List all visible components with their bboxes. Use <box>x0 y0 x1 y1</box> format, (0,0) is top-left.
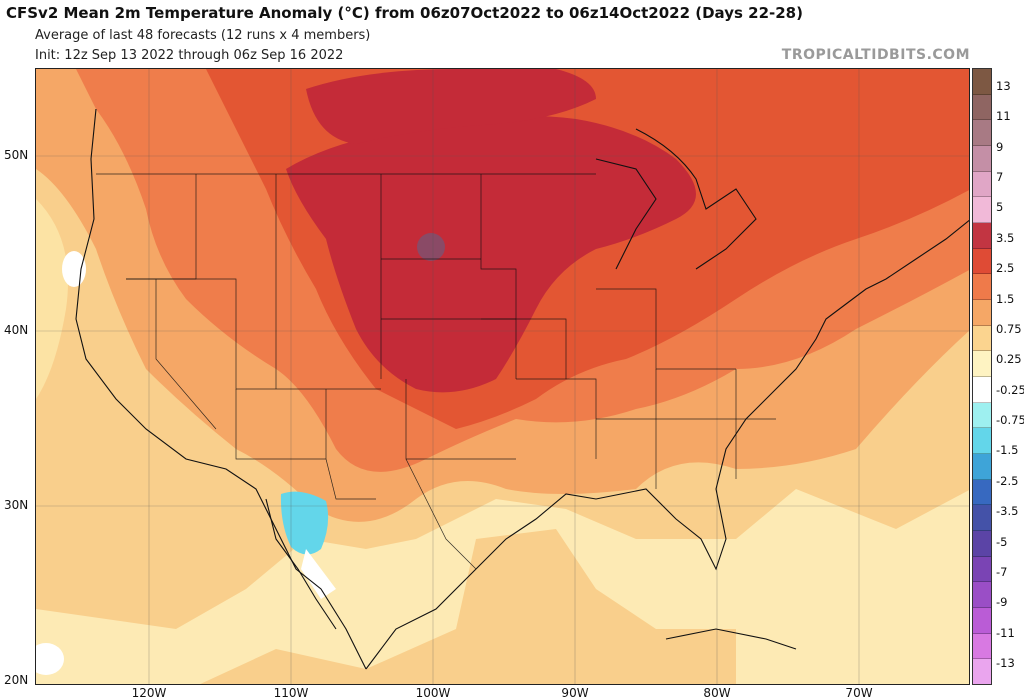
colorbar-swatch <box>973 94 991 121</box>
lat-label-40n: 40N <box>4 323 29 337</box>
colorbar-swatch <box>973 325 991 352</box>
lat-label-20n: 20N <box>4 673 29 687</box>
colorbar-tick-label: 7 <box>996 170 1004 185</box>
colorbar-tick-label: -11 <box>996 625 1015 640</box>
site-credit: TROPICALTIDBITS.COM <box>781 47 970 63</box>
colorbar-tick-label: -7 <box>996 564 1008 579</box>
colorbar-swatch <box>973 454 991 480</box>
strong-warm-core <box>286 115 696 393</box>
colorbar-swatch <box>973 479 991 506</box>
colorbar-tick-label: -0.75 <box>996 413 1024 428</box>
colorbar-tick-label: -1.5 <box>996 443 1019 458</box>
colorbar-swatch <box>973 402 991 429</box>
lat-label-50n: 50N <box>4 148 29 162</box>
colorbar-swatch <box>973 197 991 224</box>
near-zero-pacific <box>36 643 64 675</box>
strong-warm-canada <box>306 69 596 144</box>
colorbar-tick-label: 0.75 <box>996 321 1022 336</box>
colorbar-tick-label: 2.5 <box>996 261 1015 276</box>
init-time: Init: 12z Sep 13 2022 through 06z Sep 16… <box>35 48 344 63</box>
graticule <box>36 69 969 684</box>
colorbar-tick-label: -3.5 <box>996 504 1019 519</box>
lon-label-100w: 100W <box>415 686 451 700</box>
colorbar-swatch <box>973 582 991 609</box>
colorbar-tick-label: -13 <box>996 656 1015 670</box>
colorbar <box>972 68 992 685</box>
colorbar-tick-label: 11 <box>996 109 1011 124</box>
colorbar-swatch <box>973 556 991 583</box>
colorbar-swatch <box>973 120 991 147</box>
colorbar-swatch <box>973 377 991 403</box>
colorbar-swatch <box>973 69 991 95</box>
colorbar-swatch <box>973 171 991 198</box>
colorbar-swatch <box>973 351 991 378</box>
lon-label-90w: 90W <box>561 686 589 700</box>
map-subtitle: Average of last 48 forecasts (12 runs x … <box>35 28 371 43</box>
colorbar-swatch <box>973 223 991 249</box>
peak-anomaly-south-dakota <box>417 233 445 261</box>
near-normal-south <box>36 489 969 684</box>
colorbar-tick-label: -9 <box>996 595 1008 610</box>
map-canvas <box>36 69 969 684</box>
lon-label-120w: 120W <box>131 686 167 700</box>
colorbar-swatch <box>973 248 991 275</box>
colorbar-tick-label: 0.25 <box>996 352 1022 367</box>
cool-anomaly-sonora <box>280 491 329 555</box>
coastlines <box>75 108 969 670</box>
colorbar-tick-label: 13 <box>996 79 1011 93</box>
lon-label-80w: 80W <box>703 686 731 700</box>
lon-label-110w: 110W <box>273 686 309 700</box>
colorbar-swatch <box>973 659 991 685</box>
colorbar-tick-label: 9 <box>996 139 1004 154</box>
colorbar-tick-label: 5 <box>996 200 1004 215</box>
lon-label-70w: 70W <box>845 686 873 700</box>
colorbar-swatch <box>973 300 991 326</box>
lat-label-30n: 30N <box>4 498 29 512</box>
near-zero-oregon-coast <box>62 251 86 287</box>
state-borders <box>96 173 776 570</box>
anomaly-map <box>35 68 970 685</box>
map-title: CFSv2 Mean 2m Temperature Anomaly (°C) f… <box>6 4 803 22</box>
colorbar-swatch <box>973 531 991 557</box>
colorbar-tick-label: 3.5 <box>996 230 1015 245</box>
colorbar-swatch <box>973 428 991 455</box>
colorbar-swatch <box>973 633 991 660</box>
colorbar-swatch <box>973 274 991 301</box>
near-zero-sonora <box>301 549 336 599</box>
colorbar-tick-label: -0.25 <box>996 382 1024 397</box>
colorbar-swatch <box>973 608 991 634</box>
colorbar-tick-label: 1.5 <box>996 291 1015 306</box>
pacific-coast-mild <box>36 199 68 399</box>
colorbar-tick-label: -2.5 <box>996 473 1019 488</box>
colorbar-swatch <box>973 505 991 532</box>
colorbar-tick-label: -5 <box>996 534 1008 549</box>
colorbar-swatch <box>973 146 991 172</box>
